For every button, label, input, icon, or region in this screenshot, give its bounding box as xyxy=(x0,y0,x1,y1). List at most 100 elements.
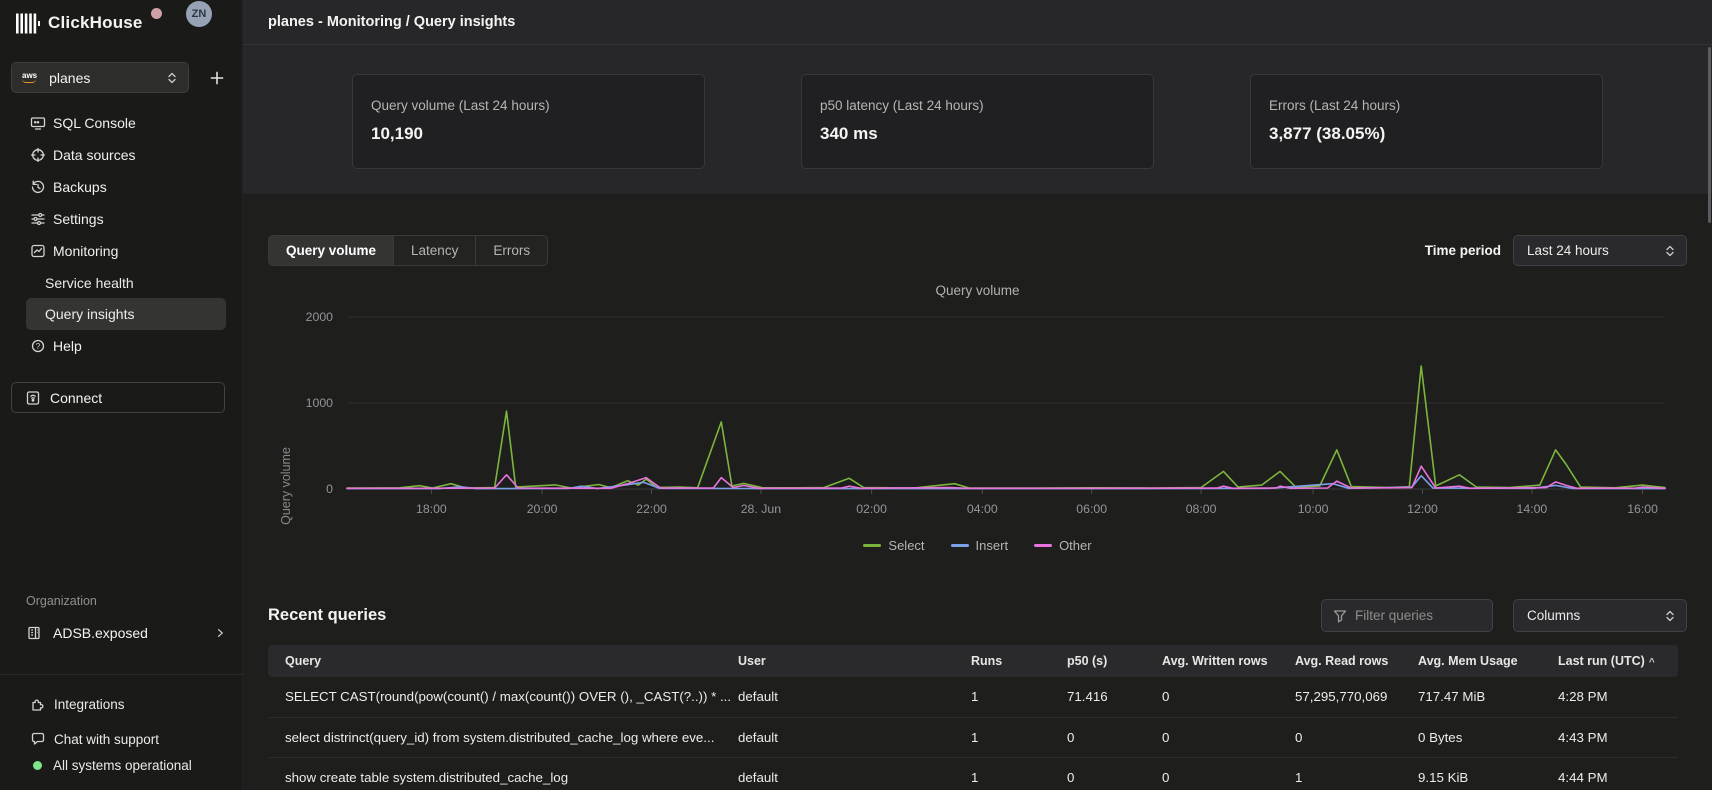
sidebar-item-monitoring[interactable]: Monitoring xyxy=(0,235,243,267)
column-header-avg-mem[interactable]: Avg. Mem Usage xyxy=(1418,645,1558,677)
tab-latency[interactable]: Latency xyxy=(393,236,475,265)
cell-avg-read: 0 xyxy=(1295,717,1418,757)
cell-avg-written: 0 xyxy=(1162,717,1295,757)
chevron-updown-icon xyxy=(1664,609,1676,623)
sidebar-item-label: SQL Console xyxy=(53,115,136,131)
organization-row[interactable]: ADSB.exposed xyxy=(12,617,226,649)
sidebar-item-help[interactable]: ? Help xyxy=(0,330,243,362)
service-selector[interactable]: aws planes xyxy=(11,62,189,93)
column-header-avg-written[interactable]: Avg. Written rows xyxy=(1162,645,1295,677)
breadcrumb: planes - Monitoring / Query insights xyxy=(268,14,515,30)
legend-swatch xyxy=(951,544,969,547)
sidebar-item-label: Service health xyxy=(45,275,134,291)
sidebar-item-settings[interactable]: Settings xyxy=(0,203,243,235)
table-row[interactable]: select distrinct(query_id) from system.d… xyxy=(268,717,1678,757)
add-service-button[interactable] xyxy=(208,69,226,87)
sidebar-item-backups[interactable]: Backups xyxy=(0,171,243,203)
series-insert xyxy=(347,476,1665,489)
table-row[interactable]: SELECT CAST(round(pow(count() / max(coun… xyxy=(268,677,1678,717)
stat-label: Query volume (Last 24 hours) xyxy=(371,98,686,113)
svg-text:?: ? xyxy=(36,342,41,351)
chevron-updown-icon xyxy=(1664,244,1676,258)
connect-button[interactable]: Connect xyxy=(11,382,225,413)
tab-errors[interactable]: Errors xyxy=(475,236,547,265)
cell-last-run: 4:28 PM xyxy=(1558,677,1678,717)
chat-icon xyxy=(30,731,46,747)
column-header-p50[interactable]: p50 (s) xyxy=(1067,645,1162,677)
sidebar-item-integrations[interactable]: Integrations xyxy=(0,689,243,719)
sidebar-item-query-insights[interactable]: Query insights xyxy=(26,298,226,330)
stat-value: 340 ms xyxy=(820,124,1135,144)
legend-swatch xyxy=(863,544,881,547)
filter-queries-input[interactable]: Filter queries xyxy=(1321,599,1493,632)
organization-icon xyxy=(26,625,42,641)
sidebar-item-data-sources[interactable]: Data sources xyxy=(0,139,243,171)
legend-item-other[interactable]: Other xyxy=(1034,537,1092,553)
recent-queries-title: Recent queries xyxy=(268,606,386,625)
x-tick-label: 04:00 xyxy=(967,502,998,516)
avatar[interactable]: ZN xyxy=(186,1,212,27)
sidebar-item-label: Settings xyxy=(53,211,104,227)
x-tick-label: 14:00 xyxy=(1517,502,1548,516)
chart-title: Query volume xyxy=(268,283,1687,300)
chart-legend: Select Insert Other xyxy=(268,537,1687,553)
legend-item-insert[interactable]: Insert xyxy=(951,537,1009,553)
x-tick-label: 28. Jun xyxy=(741,502,781,516)
sort-asc-icon: ^ xyxy=(1649,657,1655,668)
legend-item-select[interactable]: Select xyxy=(863,537,924,553)
cell-query[interactable]: show create table system.distributed_cac… xyxy=(268,757,738,790)
stat-card-errors: Errors (Last 24 hours) 3,877 (38.05%) xyxy=(1250,74,1603,169)
sidebar-item-sql-console[interactable]: SQL Console xyxy=(0,107,243,139)
cell-user: default xyxy=(738,677,971,717)
recent-queries-table: Query User Runs p50 (s) Avg. Written row… xyxy=(268,645,1678,790)
column-header-avg-read[interactable]: Avg. Read rows xyxy=(1295,645,1418,677)
help-icon: ? xyxy=(30,338,46,354)
organization-name: ADSB.exposed xyxy=(53,625,214,641)
cell-avg-mem: 0 Bytes xyxy=(1418,717,1558,757)
columns-select[interactable]: Columns xyxy=(1513,599,1687,632)
x-tick-label: 08:00 xyxy=(1186,502,1217,516)
tab-query-volume[interactable]: Query volume xyxy=(269,236,393,265)
scrollbar-thumb[interactable] xyxy=(1708,47,1711,223)
content: Query volume Latency Errors Time period … xyxy=(243,235,1712,790)
sidebar-item-label: Query insights xyxy=(45,306,134,322)
x-tick-label: 20:00 xyxy=(527,502,558,516)
x-tick-label: 06:00 xyxy=(1076,502,1107,516)
column-header-last-run[interactable]: Last run (UTC)^ xyxy=(1558,645,1678,677)
cell-p50: 0 xyxy=(1067,717,1162,757)
column-header-runs[interactable]: Runs xyxy=(971,645,1067,677)
sidebar-item-label: Help xyxy=(53,338,82,354)
column-header-query[interactable]: Query xyxy=(268,645,738,677)
cell-p50: 71.416 xyxy=(1067,677,1162,717)
cell-last-run: 4:44 PM xyxy=(1558,757,1678,790)
cell-query[interactable]: select distrinct(query_id) from system.d… xyxy=(268,717,738,757)
monitoring-icon xyxy=(30,243,46,259)
sidebar-item-label: Chat with support xyxy=(54,732,159,747)
x-tick-label: 02:00 xyxy=(856,502,887,516)
sidebar-item-label: Backups xyxy=(53,179,107,195)
plus-icon xyxy=(208,69,226,87)
stat-card-p50-latency: p50 latency (Last 24 hours) 340 ms xyxy=(801,74,1154,169)
sidebar-divider xyxy=(0,674,243,675)
sql-console-icon xyxy=(30,115,46,131)
columns-label: Columns xyxy=(1527,608,1664,623)
chevron-right-icon xyxy=(214,627,226,639)
stat-card-query-volume: Query volume (Last 24 hours) 10,190 xyxy=(352,74,705,169)
legend-label: Insert xyxy=(976,538,1009,553)
sidebar-item-system-status[interactable]: All systems operational xyxy=(0,750,243,780)
table-row[interactable]: show create table system.distributed_cac… xyxy=(268,757,1678,790)
chart-ylabel: Query volume xyxy=(279,436,293,536)
cell-avg-written: 0 xyxy=(1162,677,1295,717)
series-select xyxy=(347,366,1665,488)
time-period-value: Last 24 hours xyxy=(1527,243,1664,258)
column-header-user[interactable]: User xyxy=(738,645,971,677)
time-period-select[interactable]: Last 24 hours xyxy=(1513,235,1687,266)
cell-query[interactable]: SELECT CAST(round(pow(count() / max(coun… xyxy=(268,677,738,717)
x-tick-label: 16:00 xyxy=(1627,502,1658,516)
query-volume-chart: Query volume Query volume 01000200018:00… xyxy=(268,283,1687,553)
service-name: planes xyxy=(49,70,166,86)
sidebar-item-service-health[interactable]: Service health xyxy=(26,267,226,299)
y-tick-label: 0 xyxy=(326,482,333,496)
legend-label: Select xyxy=(888,538,924,553)
chart-plot[interactable]: 01000200018:0020:0022:0028. Jun02:0004:0… xyxy=(268,300,1687,530)
